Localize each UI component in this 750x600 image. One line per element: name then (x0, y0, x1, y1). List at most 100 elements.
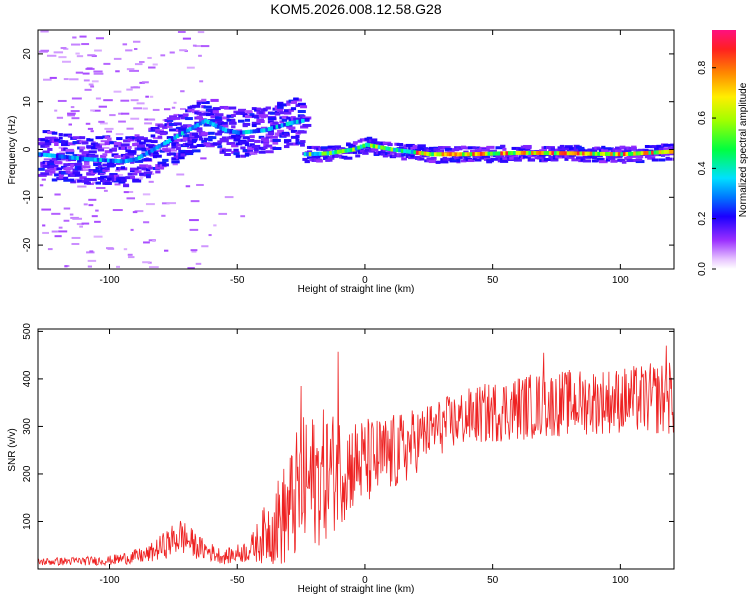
spectrogram-cell (79, 146, 86, 150)
spectrogram-cell (95, 166, 100, 170)
spectrogram-cell (147, 56, 152, 59)
spectrogram-cell (141, 81, 149, 84)
spectrogram-cell (142, 152, 147, 157)
spectrogram-cell (200, 45, 210, 48)
spectrogram-cell (507, 151, 512, 156)
spectrogram-cell (297, 110, 306, 114)
spectrogram-cell (408, 156, 416, 160)
spectrogram-cell (91, 80, 99, 83)
spectrogram-cell (58, 146, 67, 149)
spectrogram-cell (324, 151, 328, 156)
spectrogram-cell (203, 142, 211, 146)
spectrogram-cell (54, 109, 58, 112)
spectrogram-cell (132, 211, 138, 214)
spectrogram-cell (72, 154, 80, 158)
spectrogram-cell (285, 121, 290, 126)
spectrogram-cell (70, 106, 75, 109)
spectrogram-cell (203, 105, 212, 109)
spectrogram-cell (265, 127, 269, 132)
spectrogram-cell (295, 135, 300, 139)
spectrogram-cell (656, 150, 660, 155)
spectrogram-cell (187, 108, 195, 112)
spectrogram-cell (395, 148, 400, 153)
snr-series-line (38, 345, 674, 567)
spectrogram-cell (297, 130, 307, 134)
spectrogram-cell (260, 137, 269, 141)
spectrogram-cell (495, 155, 505, 159)
spectrogram-cell (408, 149, 412, 154)
spectrogram-cell (281, 115, 289, 119)
spectrogram-cell (142, 193, 151, 196)
spectrogram-cell (474, 152, 479, 157)
spectrogram-cell (419, 147, 429, 151)
spectrogram-cell (173, 113, 180, 116)
spectrogram-cell (538, 151, 543, 156)
spectrogram-cell (320, 146, 329, 150)
spectrogram-cell (334, 150, 338, 155)
spectrogram-cell (290, 107, 297, 111)
spectrogram-cell (217, 145, 223, 149)
spectrogram-cell (279, 111, 287, 115)
spectrogram-cell (219, 129, 224, 133)
spectrogram-cell (140, 154, 144, 159)
spectrogram-cell (313, 151, 318, 156)
spectrogram-cell (469, 152, 474, 157)
spectrogram-cell (41, 208, 52, 211)
spectrogram-cell (474, 158, 482, 162)
spectrogram-cell (530, 150, 535, 155)
spectrogram-cell (152, 63, 158, 66)
spectrogram-cell (244, 143, 250, 147)
spectrogram-cell (129, 167, 139, 171)
spectrogram-cell (125, 49, 133, 52)
spectrogram-cell (90, 109, 95, 112)
snr-x-tick-label: 50 (487, 575, 499, 586)
spectrogram-cell (254, 139, 261, 143)
spectrogram-cell (413, 150, 417, 155)
spectrogram-cell (258, 150, 266, 154)
spectrogram-cell (221, 136, 227, 140)
spectrogram-cell (306, 150, 313, 154)
spectrogram-cell (129, 176, 136, 180)
spectrogram-cell (194, 111, 199, 115)
spectrogram-cell (587, 151, 591, 156)
spectrogram-cell (249, 143, 255, 147)
spectrogram-cell (88, 150, 97, 154)
spectrogram-cell (605, 158, 611, 162)
spectrogram-cell (656, 145, 661, 149)
spectrogram-cell (199, 110, 209, 113)
spectrogram-cell (622, 152, 627, 157)
spectrogram-cell (40, 172, 50, 176)
spectrogram-cell (405, 143, 415, 147)
spectrogram-cell (281, 118, 288, 122)
spectrogram-cell (566, 151, 571, 156)
spectrogram-cell (366, 136, 373, 140)
spectrogram-x-tick-label: 50 (487, 275, 499, 286)
spectrogram-cell (362, 143, 366, 148)
spectrogram-cell (666, 149, 670, 154)
spectrogram-cell (385, 146, 389, 151)
snr-y-tick-label: 100 (22, 513, 33, 530)
spectrogram-cell (181, 131, 185, 136)
spectrogram-cell (175, 143, 181, 147)
spectrogram-cell (54, 160, 62, 164)
spectrogram-cell (49, 167, 58, 171)
spectrogram-cell (87, 127, 94, 130)
spectrogram-cell (500, 144, 506, 148)
spectrogram-cell (93, 72, 104, 75)
spectrogram-cell (631, 147, 637, 151)
spectrogram-cell (53, 153, 57, 158)
spectrogram-cell (178, 114, 185, 118)
spectrogram-cell (180, 90, 185, 93)
spectrogram-cell (481, 148, 490, 152)
spectrogram-cell (127, 256, 135, 259)
spectrogram-cell (502, 156, 510, 160)
spectrogram-cell (647, 156, 656, 160)
spectrogram-cell (603, 147, 612, 151)
spectrogram-cell (127, 150, 137, 154)
spectrogram-cell (103, 62, 111, 65)
spectrogram-cell (161, 202, 170, 205)
spectrogram-cell (487, 151, 492, 156)
spectrogram-cell (166, 152, 171, 156)
spectrogram-cell (134, 170, 142, 174)
spectrogram-cell (81, 43, 90, 46)
